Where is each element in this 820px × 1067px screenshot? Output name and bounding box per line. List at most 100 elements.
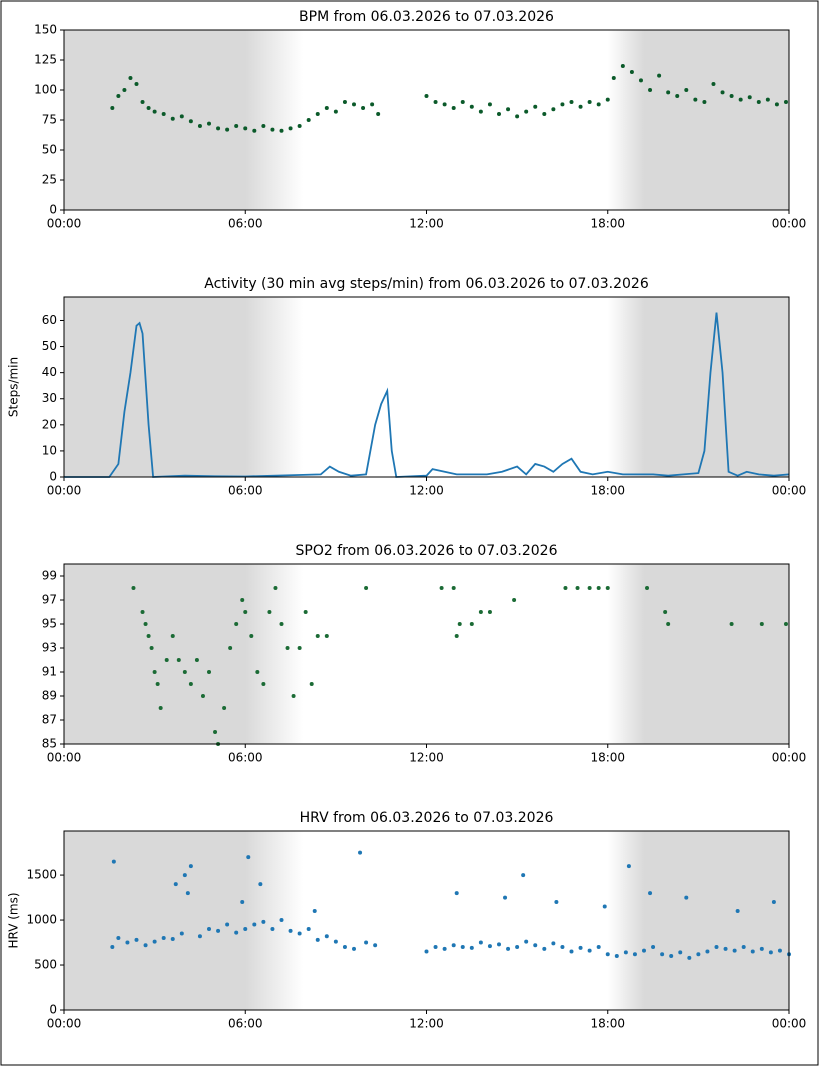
point	[478, 940, 483, 945]
point	[188, 119, 193, 124]
x-tick-label: 00:00	[772, 217, 807, 231]
point	[122, 88, 127, 92]
point	[273, 586, 278, 590]
point	[454, 634, 459, 638]
point	[524, 109, 529, 114]
point	[675, 94, 680, 98]
point	[433, 945, 438, 950]
point	[116, 936, 121, 941]
x-tick-label: 18:00	[590, 1017, 625, 1031]
point	[110, 945, 115, 950]
y-tick-label: 97	[42, 593, 57, 607]
point	[560, 945, 565, 950]
point	[110, 106, 115, 110]
point	[560, 102, 565, 107]
point	[134, 82, 139, 86]
point	[542, 946, 547, 951]
point	[759, 622, 764, 626]
point	[261, 124, 266, 128]
point	[642, 948, 646, 953]
subplot: SPO2 from 06.03.2026 to 07.03.2026 85 87 89…	[42, 543, 807, 765]
plot-frame	[63, 296, 790, 478]
y-tick-label: 40	[42, 365, 57, 379]
point	[315, 112, 320, 116]
point	[255, 670, 260, 674]
point	[626, 864, 631, 869]
y-tick-label: 1500	[26, 868, 57, 882]
point	[720, 90, 725, 95]
point	[478, 109, 483, 114]
y-tick-label: 75	[42, 113, 57, 127]
point	[783, 622, 788, 626]
point	[333, 939, 338, 944]
point	[234, 930, 239, 935]
point	[161, 112, 166, 116]
plot-frame	[63, 29, 790, 211]
point	[765, 97, 770, 102]
point	[469, 945, 474, 950]
y-tick-label: 99	[42, 569, 57, 583]
point	[152, 670, 157, 674]
x-tick-label: 12:00	[409, 751, 444, 765]
point	[497, 112, 501, 116]
point	[152, 109, 157, 114]
point	[578, 104, 583, 109]
point	[200, 694, 205, 698]
point	[774, 102, 779, 107]
point	[152, 939, 157, 944]
x-tick-label: 06:00	[228, 751, 263, 765]
point	[515, 945, 520, 950]
point	[207, 670, 211, 674]
point	[602, 904, 607, 909]
point	[297, 931, 302, 936]
point	[161, 936, 166, 941]
point	[131, 586, 136, 590]
y-tick-label: 93	[42, 641, 57, 655]
point	[605, 97, 610, 102]
point	[623, 950, 628, 955]
point	[173, 882, 178, 887]
y-tick-label: 1000	[26, 913, 57, 927]
y-tick-label: 0	[49, 470, 57, 484]
point	[684, 895, 689, 900]
point	[170, 116, 175, 121]
plot-frame	[63, 830, 790, 1011]
point	[143, 622, 148, 626]
y-tick-label: 85	[42, 737, 57, 751]
point	[270, 927, 275, 932]
x-tick-label: 18:00	[590, 751, 625, 765]
point	[439, 586, 444, 590]
point	[629, 70, 634, 74]
point	[469, 104, 474, 109]
point	[185, 891, 190, 896]
point	[315, 937, 320, 942]
point	[306, 927, 311, 932]
point	[243, 126, 248, 131]
point	[128, 76, 133, 80]
point	[225, 922, 230, 927]
point	[364, 586, 369, 590]
plot-background	[64, 564, 789, 744]
point	[687, 955, 692, 960]
point	[569, 949, 574, 954]
point	[596, 945, 601, 950]
point	[569, 100, 574, 104]
point	[270, 127, 275, 132]
plot-background	[64, 831, 789, 1010]
point	[729, 622, 734, 626]
point	[164, 658, 169, 662]
point	[638, 78, 643, 83]
point	[342, 945, 347, 950]
point	[373, 943, 378, 948]
point	[376, 112, 381, 116]
y-tick-label: 89	[42, 689, 57, 703]
point	[146, 106, 151, 110]
point	[146, 634, 151, 638]
y-tick-label: 60	[42, 313, 57, 327]
point	[587, 586, 592, 590]
point	[596, 102, 601, 107]
point	[279, 128, 284, 133]
point	[533, 943, 538, 948]
point	[605, 952, 610, 957]
